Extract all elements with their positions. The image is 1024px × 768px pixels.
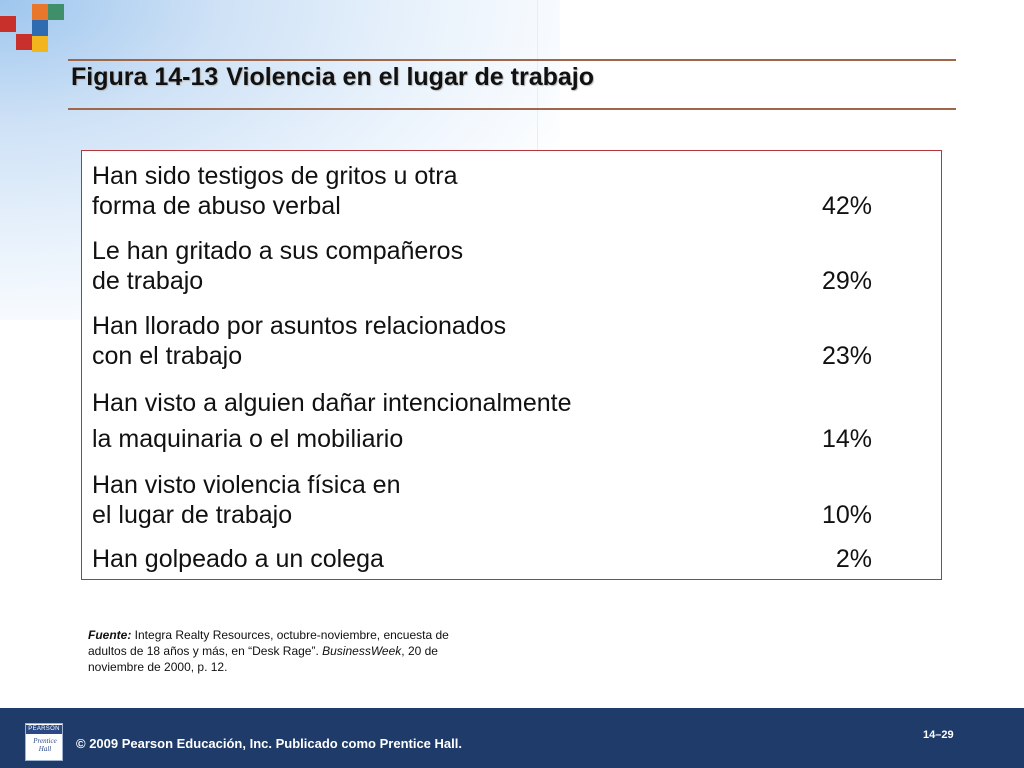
figure-title: Violencia en el lugar de trabajo [226, 63, 594, 91]
deco-square [32, 20, 48, 36]
page-number: 14–29 [923, 729, 954, 741]
figure-number: Figura 14-13 [71, 63, 219, 91]
row-label: Han sido testigos de gritos u otra forma… [92, 162, 458, 220]
table-row: Le han gritado a sus compañeros de traba… [92, 236, 872, 296]
table-row: Han visto a alguien dañar intencionalmen… [92, 385, 872, 457]
title-rule-bottom [68, 108, 956, 110]
row-label: Han golpeado a un colega [92, 545, 384, 573]
row-label: Le han gritado a sus compañeros de traba… [92, 237, 464, 295]
row-value: 42% [821, 192, 872, 220]
source-label: Fuente: [88, 628, 132, 642]
source-text: Integra Realty Resources, octubre-noviem… [88, 628, 449, 658]
deco-square [32, 4, 48, 20]
statistics-table: Han sido testigos de gritos u otra forma… [81, 150, 942, 580]
deco-square [48, 4, 64, 20]
row-value: 10% [821, 501, 872, 529]
footer-bar: PEARSON Prentice Hall © 2009 Pearson Edu… [0, 708, 1024, 768]
row-label: Han visto violencia física en el lugar d… [92, 471, 401, 529]
deco-square [0, 16, 16, 32]
deco-square [32, 36, 48, 52]
decorative-squares [0, 0, 70, 60]
row-label: Han llorado por asuntos relacionados con… [92, 312, 507, 370]
table-row: Han visto violencia física en el lugar d… [92, 470, 872, 530]
row-value: 14% [821, 425, 872, 453]
deco-square [16, 34, 32, 50]
table-row: Han golpeado a un colega 2% [92, 544, 872, 574]
background-divider [537, 0, 538, 150]
table-row: Han sido testigos de gritos u otra forma… [92, 161, 872, 221]
table-row: Han llorado por asuntos relacionados con… [92, 311, 872, 371]
row-value: 23% [821, 342, 872, 370]
row-value: 29% [821, 267, 872, 295]
copyright-text: © 2009 Pearson Educación, Inc. Publicado… [76, 736, 462, 751]
source-magazine: BusinessWeek [322, 644, 402, 658]
row-label: Han visto a alguien dañar intencionalmen… [92, 389, 572, 453]
title-rule-top [68, 59, 956, 61]
slide-title: Figura 14-13 Violencia en el lugar de tra… [71, 63, 594, 92]
pearson-logo: PEARSON Prentice Hall [25, 723, 63, 761]
source-text-end: , 20 de noviembre de 2000, p. 12. [88, 644, 438, 674]
source-note: Fuente: Integra Realty Resources, octubr… [88, 627, 488, 675]
logo-brand: PEARSON [26, 725, 62, 734]
row-value: 2% [835, 545, 872, 573]
logo-imprint: Prentice Hall [33, 737, 57, 753]
